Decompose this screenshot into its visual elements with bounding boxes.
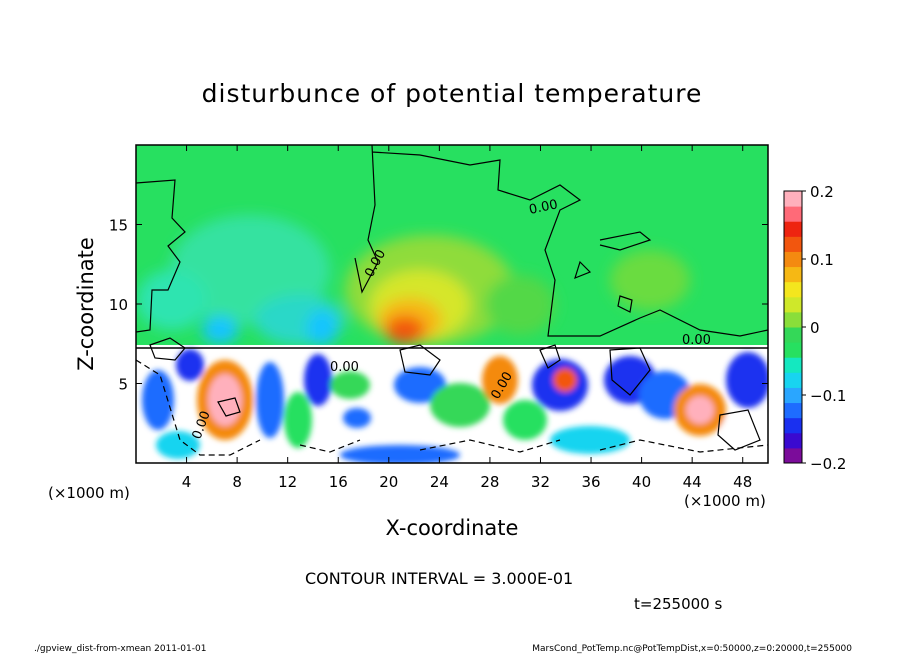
x-tick-label: 8: [232, 473, 242, 491]
colorbar-swatch: [784, 191, 802, 207]
y-axis-label: Z-coordinate: [74, 237, 98, 371]
x-axis-label: X-coordinate: [386, 516, 519, 540]
x-unit-left: (×1000 m): [48, 484, 130, 502]
y-axis: 5 10 15: [109, 217, 768, 394]
x-tick-label: 48: [733, 473, 752, 491]
x-tick-label: 32: [531, 473, 550, 491]
colorbar-ticks: 0.2 0.1 0 −0.1 −0.2: [802, 183, 846, 473]
x-tick-label: 20: [379, 473, 398, 491]
colorbar-tick-label: 0: [810, 319, 820, 337]
colorbar: [784, 191, 802, 464]
contour-interval: CONTOUR INTERVAL = 3.000E-01: [305, 569, 573, 588]
contour-lines: [136, 145, 768, 456]
x-tick-label: 40: [632, 473, 651, 491]
contour-zero-right: [574, 231, 652, 313]
contour-zero-mid: [354, 145, 768, 337]
x-tick-label: 24: [430, 473, 449, 491]
colorbar-swatch: [784, 372, 802, 388]
x-tick-label: 36: [581, 473, 600, 491]
colorbar-swatch: [784, 357, 802, 373]
colorbar-swatch: [784, 432, 802, 449]
y-tick-label: 5: [118, 376, 128, 394]
contour-label: 0.00: [330, 360, 359, 375]
y-tick-label: 15: [109, 217, 128, 235]
x-tick-label: 16: [329, 473, 348, 491]
colorbar-swatch: [784, 206, 802, 222]
colorbar-tick-label: −0.1: [810, 387, 846, 405]
x-axis: 4 8 12 16 20 24 28 32 36 40 44 48: [182, 145, 752, 491]
contour-label: 0.00: [528, 197, 559, 218]
colorbar-swatch: [784, 251, 802, 268]
x-tick-label: 44: [683, 473, 702, 491]
contour-lower: [136, 359, 768, 456]
upper-field: [137, 215, 690, 346]
y-tick-label: 10: [109, 296, 128, 314]
colorbar-swatch: [784, 266, 802, 283]
contour-cells: [149, 337, 761, 451]
colorbar-swatch: [784, 221, 802, 237]
colorbar-swatch: [784, 327, 802, 343]
plot-area: [136, 145, 768, 463]
contour-zero-upper: [136, 179, 186, 333]
x-tick-label: 12: [278, 473, 297, 491]
colorbar-swatch: [784, 281, 802, 298]
footer-left: ./gpview_dist-from-xmean 2011-01-01: [34, 644, 206, 654]
colorbar-tick-label: −0.2: [810, 455, 846, 473]
chart-title: disturbunce of potential temperature: [202, 79, 703, 108]
colorbar-tick-label: 0.1: [810, 251, 834, 269]
footer-right: MarsCond_PotTemp.nc@PotTempDist,x=0:5000…: [532, 644, 852, 654]
x-tick-label: 4: [182, 473, 192, 491]
colorbar-swatch: [784, 402, 802, 419]
colorbar-swatch: [784, 447, 802, 464]
colorbar-swatch: [784, 342, 802, 358]
colorbar-swatch: [784, 311, 802, 328]
colorbar-swatch: [784, 417, 802, 434]
colorbar-swatch: [784, 296, 802, 313]
lower-field-cells: [142, 349, 768, 463]
colorbar-swatch: [784, 387, 802, 404]
colorbar-tick-label: 0.2: [810, 183, 834, 201]
colorbar-swatch: [784, 236, 802, 252]
contour-label: 0.00: [682, 333, 711, 348]
time-label: t=255000 s: [634, 595, 722, 613]
x-unit-right: (×1000 m): [684, 492, 766, 510]
x-tick-label: 28: [480, 473, 499, 491]
